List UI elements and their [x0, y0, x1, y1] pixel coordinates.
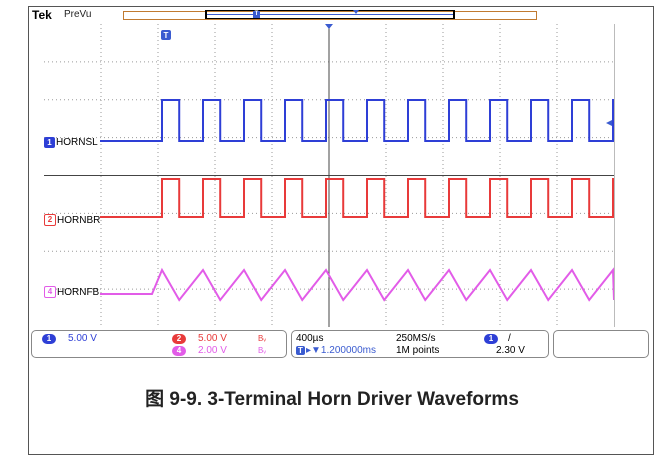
horizontal-position: ▸▼1.200000ms [306, 345, 376, 356]
ch4-scale: 2.00 V [198, 345, 227, 356]
acquisition-mode: PreVu [64, 9, 92, 20]
trigger-time-marker-label: T [164, 31, 169, 40]
trigger-position-icon: T [296, 346, 305, 355]
ch1-scale: 5.00 V [68, 333, 97, 344]
scope-top-bar: Tek PreVu T [28, 6, 654, 24]
trigger-level-marker-icon [606, 120, 612, 126]
channel-2-name: HORNBR [57, 214, 101, 226]
channel-2-marker-icon: 2 [44, 214, 56, 226]
trigger-level: 2.30 V [496, 345, 525, 356]
record-window[interactable]: T [205, 10, 455, 19]
channel-1-label[interactable]: 1 HORNSL [44, 137, 124, 148]
channel-4-marker-icon: 4 [44, 286, 56, 298]
figure-caption: 图 9-9. 3-Terminal Horn Driver Waveforms [145, 389, 519, 410]
trigger-source-icon: 1 [484, 334, 498, 344]
trigger-point-icon [353, 10, 359, 14]
scope-status-bar: 1 5.00 V 2 5.00 V Bᵥ 4 2.00 V Bᵥ 400µs 2… [31, 330, 651, 360]
channel-4-name: HORNFB [57, 286, 100, 298]
ch1-chip-icon: 1 [42, 334, 56, 344]
horizontal-trigger-panel[interactable]: 400µs 250MS/s T ▸▼1.200000ms 1M points 1… [291, 330, 549, 358]
waveform-traces [100, 99, 614, 302]
trigger-position-mini-icon: T [253, 11, 260, 18]
ch4-chip-icon: 4 [172, 346, 186, 356]
channel-1-waveform [100, 99, 614, 142]
vertical-settings-panel[interactable]: 1 5.00 V 2 5.00 V Bᵥ 4 2.00 V Bᵥ [31, 330, 287, 358]
channel-4-label[interactable]: 4 HORNFB [44, 286, 124, 298]
sample-rate: 250MS/s [396, 333, 436, 344]
trigger-time-marker-icon [161, 30, 171, 40]
graticule-center-lines [44, 24, 614, 327]
channel-1-marker-icon: 1 [44, 137, 55, 148]
horizontal-position-marker-icon [325, 24, 333, 29]
oscilloscope-screen: Tek PreVu T T 1 HORNSL 2 HORNBR 4 HORNFB [28, 6, 654, 366]
trigger-slope-icon: / [508, 333, 511, 344]
empty-status-panel[interactable] [553, 330, 649, 358]
ch2-scale: 5.00 V [198, 333, 227, 344]
ch2-bandwidth-icon: Bᵥ [258, 334, 266, 343]
channel-2-waveform [100, 178, 614, 218]
channel-4-waveform [100, 267, 614, 302]
ch2-chip-icon: 2 [172, 334, 186, 344]
ch4-bandwidth-icon: Bᵥ [258, 346, 266, 355]
record-overview-bar[interactable]: T [123, 10, 537, 20]
channel-2-label[interactable]: 2 HORNBR [44, 214, 124, 226]
waveform-display[interactable]: T 1 HORNSL 2 HORNBR 4 HORNFB [44, 24, 615, 327]
record-length: 1M points [396, 345, 440, 356]
waveform-graticule: T [44, 24, 614, 327]
timebase: 400µs [296, 333, 324, 344]
display-markers: T [161, 24, 612, 126]
channel-1-name: HORNSL [56, 137, 98, 148]
brand-logo: Tek [32, 8, 52, 22]
